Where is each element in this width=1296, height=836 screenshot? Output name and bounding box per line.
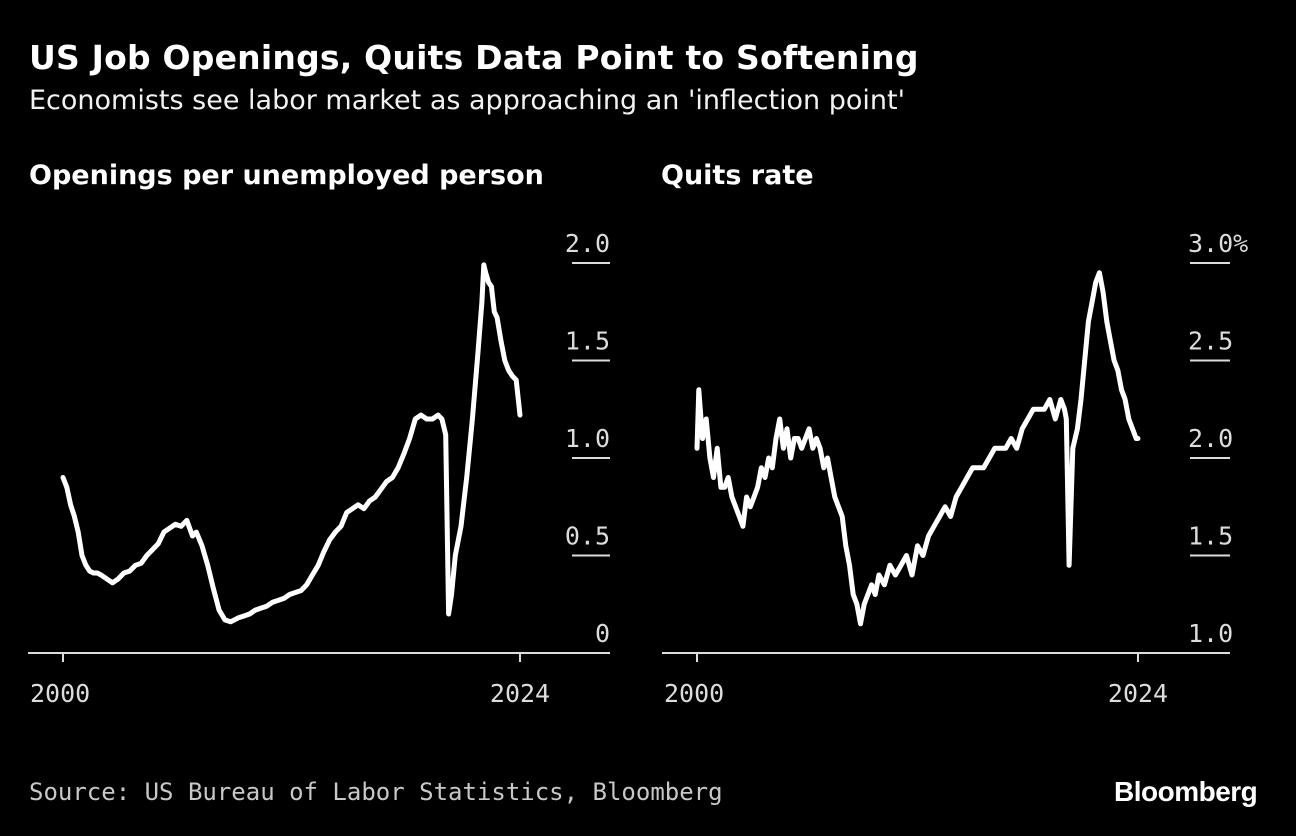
chart-title: US Job Openings, Quits Data Point to Sof… bbox=[29, 38, 919, 77]
x-tick-label: 2000 bbox=[664, 679, 724, 708]
series-line bbox=[60, 262, 523, 625]
x-tick-label: 2000 bbox=[30, 679, 90, 708]
source-note: Source: US Bureau of Labor Statistics, B… bbox=[29, 778, 723, 806]
bloomberg-logo: Bloomberg bbox=[1114, 776, 1258, 807]
panel-title-openings: Openings per unemployed person bbox=[29, 160, 544, 191]
x-tick-label: 2024 bbox=[490, 679, 550, 708]
x-tick-label: 2024 bbox=[1108, 679, 1168, 708]
y-tick-label: 2.0 bbox=[1188, 424, 1233, 453]
quits-chart: 1.0 1.5 2.0 2.5 3.0% 2000 2024 bbox=[662, 229, 1248, 708]
y-tick-label: 0.5 bbox=[565, 522, 610, 551]
series-line bbox=[694, 270, 1141, 627]
y-tick-label: 1.5 bbox=[1188, 522, 1233, 551]
y-tick-label: 1.0 bbox=[1188, 619, 1233, 648]
y-tick-label: 0 bbox=[595, 619, 610, 648]
y-tick-label: 3.0% bbox=[1188, 229, 1248, 258]
y-tick-label: 1.5 bbox=[565, 327, 610, 356]
panel-title-quits: Quits rate bbox=[661, 160, 814, 191]
y-tick-label: 2.0 bbox=[565, 229, 610, 258]
openings-chart: 0 0.5 1.0 1.5 2.0 2000 2024 bbox=[28, 229, 610, 708]
y-tick-label: 2.5 bbox=[1188, 327, 1233, 356]
chart-subtitle: Economists see labor market as approachi… bbox=[29, 85, 906, 116]
y-tick-label: 1.0 bbox=[565, 424, 610, 453]
